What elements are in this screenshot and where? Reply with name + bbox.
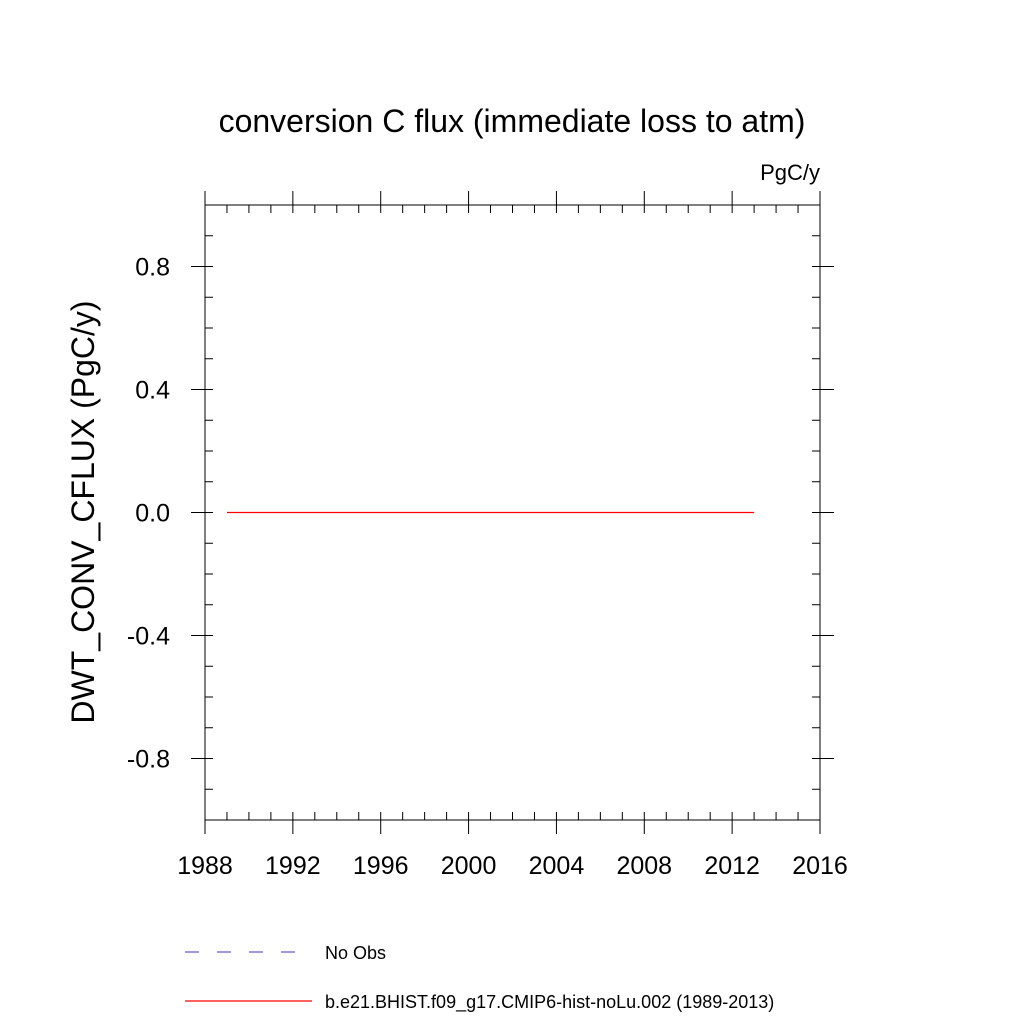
x-tick-label: 2000: [441, 852, 497, 880]
x-tick-label: 2008: [616, 852, 672, 880]
axes: 1988 1992 1996 2000 2004 2008 2012 2016 -0.8 -0.4…: [127, 191, 848, 880]
x-tick-label: 1992: [265, 852, 321, 880]
chart-title: conversion C flux (immediate loss to atm…: [219, 103, 806, 139]
x-tick-label: 2012: [704, 852, 760, 880]
y-tick-label: -0.8: [127, 746, 170, 774]
y-tick-label: 0.0: [135, 500, 170, 528]
x-tick-label: 1996: [353, 852, 409, 880]
y-tick-label: 0.8: [135, 254, 170, 282]
x-tick-label: 1988: [177, 852, 233, 880]
y-tick-label: 0.4: [135, 377, 170, 405]
units-label: PgC/y: [760, 160, 820, 185]
legend-label: b.e21.BHIST.f09_g17.CMIP6-hist-noLu.002 …: [325, 992, 774, 1013]
legend: No Obs b.e21.BHIST.f09_g17.CMIP6-hist-noL…: [185, 943, 774, 1013]
y-tick-label: -0.4: [127, 623, 170, 651]
legend-label: No Obs: [325, 943, 386, 963]
x-tick-label: 2016: [792, 852, 848, 880]
y-axis-label: DWT_CONV_CFLUX (PgC/y): [65, 300, 101, 723]
x-tick-label: 2004: [529, 852, 585, 880]
